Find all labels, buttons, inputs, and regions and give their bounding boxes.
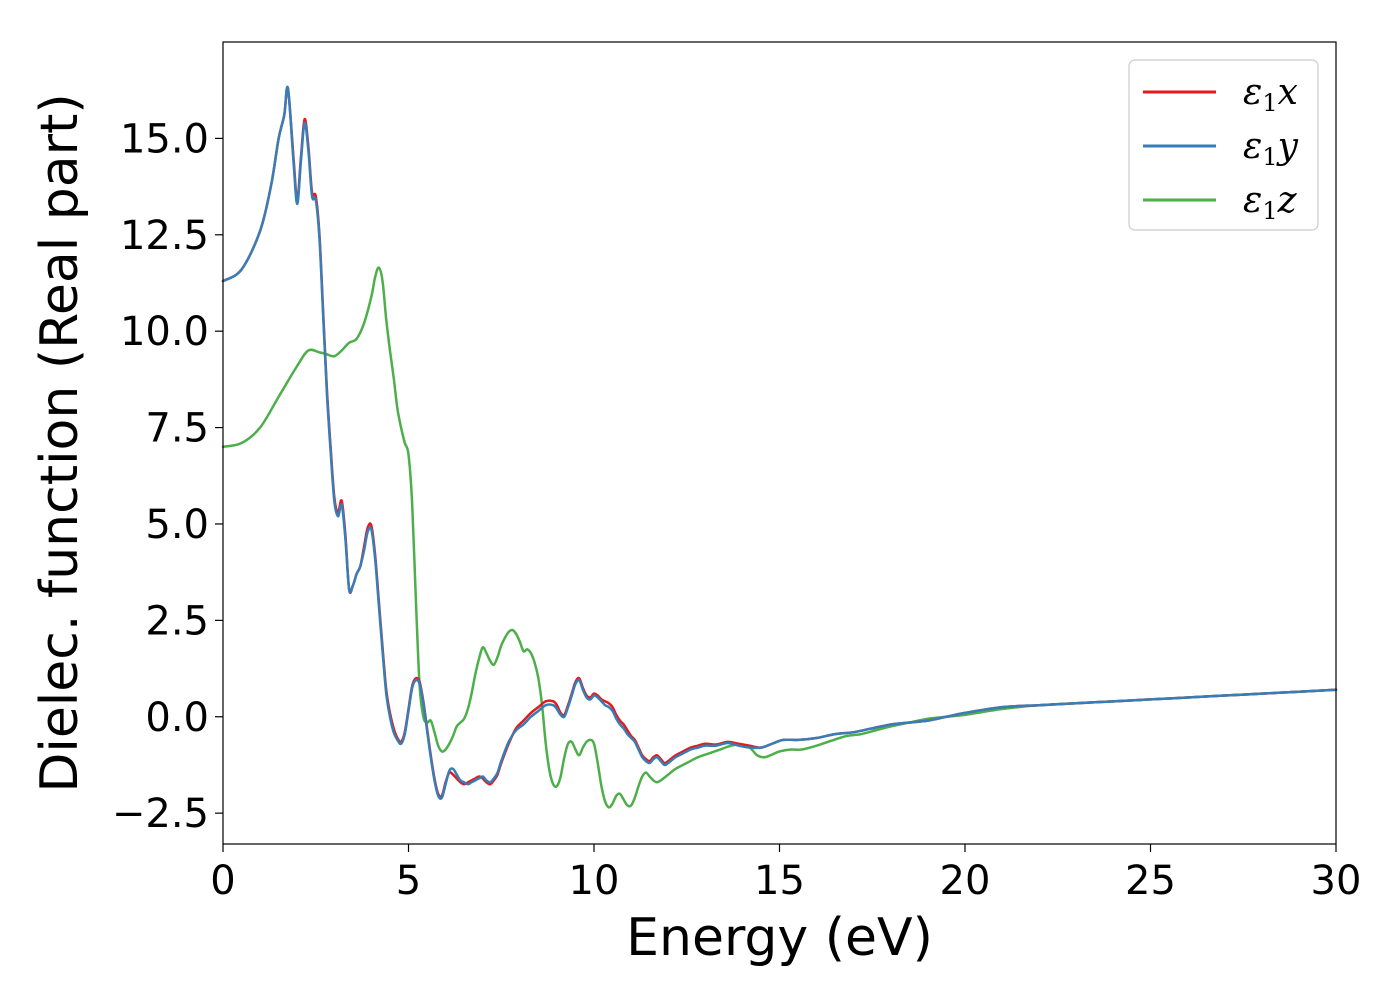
legend-label-x: ε1x — [1243, 72, 1298, 117]
legend-label-y: ε1y — [1243, 126, 1299, 171]
x-tick-label: 0 — [210, 858, 235, 904]
y-tick-label: 12.5 — [120, 213, 209, 259]
series-line-y — [221, 85, 1338, 800]
series-layer — [221, 85, 1338, 809]
y-tick-label: 2.5 — [145, 598, 209, 644]
x-axis-label: Energy (eV) — [626, 908, 933, 968]
y-tick-label: 7.5 — [145, 406, 209, 452]
y-tick-label: −2.5 — [112, 791, 209, 837]
y-axis: −2.5 0.0 2.5 5.0 7.5 10.0 12.5 15.0 — [112, 116, 223, 837]
legend-box — [1128, 59, 1319, 231]
series-line-z — [221, 266, 1338, 809]
x-axis: 0 5 10 15 20 25 30 — [210, 844, 1361, 904]
x-tick-label: 20 — [940, 858, 991, 904]
y-tick-label: 0.0 — [145, 695, 209, 741]
x-tick-label: 15 — [754, 858, 805, 904]
x-tick-label: 10 — [569, 858, 620, 904]
y-tick-label: 5.0 — [145, 502, 209, 548]
legend-label-z: ε1z — [1243, 180, 1298, 225]
y-tick-label: 15.0 — [120, 116, 209, 162]
x-tick-label: 25 — [1125, 858, 1176, 904]
y-axis-label: Dielec. function (Real part) — [30, 93, 90, 792]
y-tick-label: 10.0 — [120, 309, 209, 355]
x-tick-label: 5 — [396, 858, 421, 904]
legend: ε1x ε1y ε1z — [1128, 59, 1319, 231]
x-tick-label: 30 — [1311, 858, 1362, 904]
legend-entries: ε1x ε1y ε1z — [1143, 72, 1299, 225]
